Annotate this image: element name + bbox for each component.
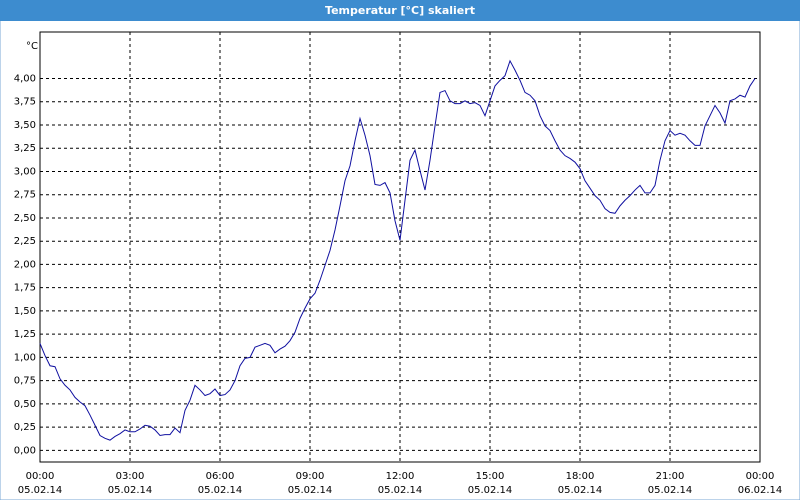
y-tick-label: 3,75: [14, 97, 36, 108]
y-tick-label: 1,00: [14, 352, 36, 363]
y-tick-label: 3,00: [14, 166, 36, 177]
x-tick-label: 09:00: [296, 471, 325, 482]
x-tick-date: 05.02.14: [648, 485, 693, 496]
x-tick-date: 05.02.14: [558, 485, 603, 496]
y-tick-label: 1,25: [14, 329, 36, 340]
x-tick-date: 06.02.14: [738, 485, 783, 496]
y-tick-label: 1,50: [14, 306, 36, 317]
x-tick-label: 15:00: [476, 471, 505, 482]
x-tick-label: 18:00: [566, 471, 595, 482]
y-tick-label: 2,75: [14, 190, 36, 201]
x-tick-label: 21:00: [656, 471, 685, 482]
y-tick-label: 0,75: [14, 376, 36, 387]
title-bar: [0, 0, 800, 21]
y-tick-label: 0,25: [14, 422, 36, 433]
x-tick-date: 05.02.14: [108, 485, 153, 496]
y-tick-label: 3,25: [14, 143, 36, 154]
y-tick-label: 2,25: [14, 236, 36, 247]
plot-frame: [39, 31, 761, 463]
x-tick-label: 00:00: [746, 471, 775, 482]
y-tick-label: 2,50: [14, 213, 36, 224]
x-tick-date: 05.02.14: [18, 485, 63, 496]
x-tick-date: 05.02.14: [198, 485, 243, 496]
y-tick-label: 3,50: [14, 120, 36, 131]
chart-title: Temperatur [°C] skaliert: [325, 4, 475, 17]
x-tick-date: 05.02.14: [468, 485, 513, 496]
x-tick-label: 12:00: [386, 471, 415, 482]
x-tick-date: 05.02.14: [288, 485, 333, 496]
y-tick-label: 1,75: [14, 283, 36, 294]
y-axis-label: °C: [26, 41, 38, 52]
x-tick-label: 06:00: [206, 471, 235, 482]
y-tick-label: 4,00: [14, 73, 36, 84]
data-line: [39, 59, 756, 441]
x-tick-label: 03:00: [116, 471, 145, 482]
x-tick-date: 05.02.14: [378, 485, 423, 496]
y-tick-label: 2,00: [14, 259, 36, 270]
y-tick-label: 0,50: [14, 399, 36, 410]
x-tick-label: 00:00: [26, 471, 55, 482]
y-tick-label: 0,00: [14, 445, 36, 456]
